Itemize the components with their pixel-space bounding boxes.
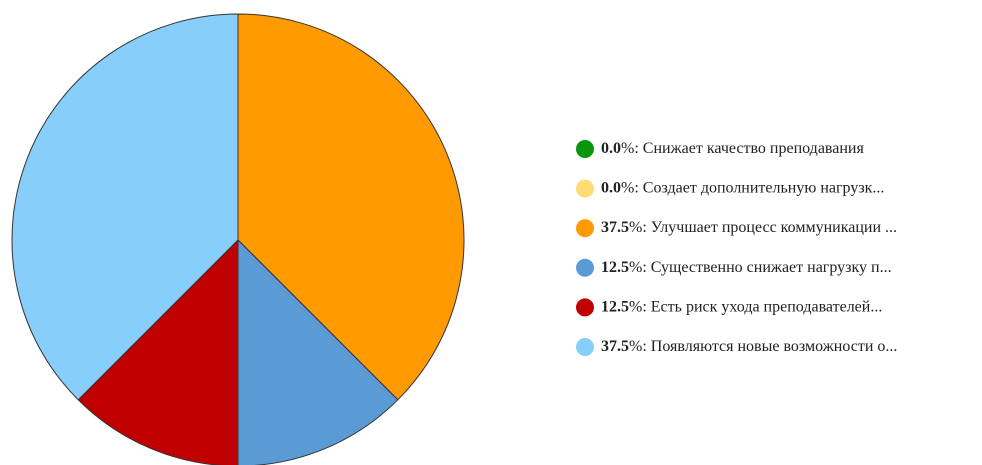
legend-suffix: %: bbox=[629, 258, 647, 275]
legend-category: Существенно снижает нагрузку п... bbox=[651, 258, 892, 275]
legend-category: Создает дополнительную нагрузк... bbox=[643, 179, 885, 196]
legend-suffix: %: bbox=[629, 219, 647, 236]
legend-swatch bbox=[576, 140, 594, 158]
legend-category: Улучшает процесс коммуникации ... bbox=[651, 219, 897, 236]
legend-swatch bbox=[576, 219, 594, 238]
legend-label: 12.5%: Есть риск ухода преподавателей... bbox=[601, 298, 882, 315]
pie-slice bbox=[77, 238, 239, 465]
legend-suffix: %: bbox=[629, 338, 647, 355]
legend-value: 37.5 bbox=[601, 219, 629, 236]
legend-category: Снижает качество преподавания bbox=[643, 140, 865, 157]
legend-label: 0.0%: Снижает качество преподавания bbox=[601, 140, 864, 157]
legend-category: Есть риск ухода преподавателей... bbox=[651, 298, 883, 315]
legend-swatch bbox=[576, 258, 594, 277]
legend-label: 0.0%: Создает дополнительную нагрузк... bbox=[601, 179, 884, 196]
legend-label: 12.5%: Существенно снижает нагрузку п... bbox=[601, 258, 892, 275]
legend-value: 37.5 bbox=[601, 338, 629, 355]
legend-value: 0.0 bbox=[601, 179, 621, 196]
pie-slice bbox=[237, 13, 465, 401]
legend-swatch bbox=[576, 298, 594, 317]
legend-label: 37.5%: Улучшает процесс коммуникации ... bbox=[601, 219, 897, 236]
legend-swatch bbox=[576, 179, 594, 198]
legend-swatch bbox=[576, 338, 594, 356]
legend-value: 0.0 bbox=[601, 140, 621, 157]
pie-slice bbox=[237, 238, 399, 465]
legend-category: Появляются новые возможности о... bbox=[651, 338, 898, 355]
legend-suffix: %: bbox=[629, 298, 647, 315]
legend-label: 37.5%: Появляются новые возможности о... bbox=[601, 338, 897, 355]
legend-suffix: %: bbox=[621, 140, 639, 157]
legend-suffix: %: bbox=[621, 179, 639, 196]
pie-slice bbox=[11, 13, 239, 401]
legend-value: 12.5 bbox=[601, 298, 629, 315]
legend-value: 12.5 bbox=[601, 258, 629, 275]
